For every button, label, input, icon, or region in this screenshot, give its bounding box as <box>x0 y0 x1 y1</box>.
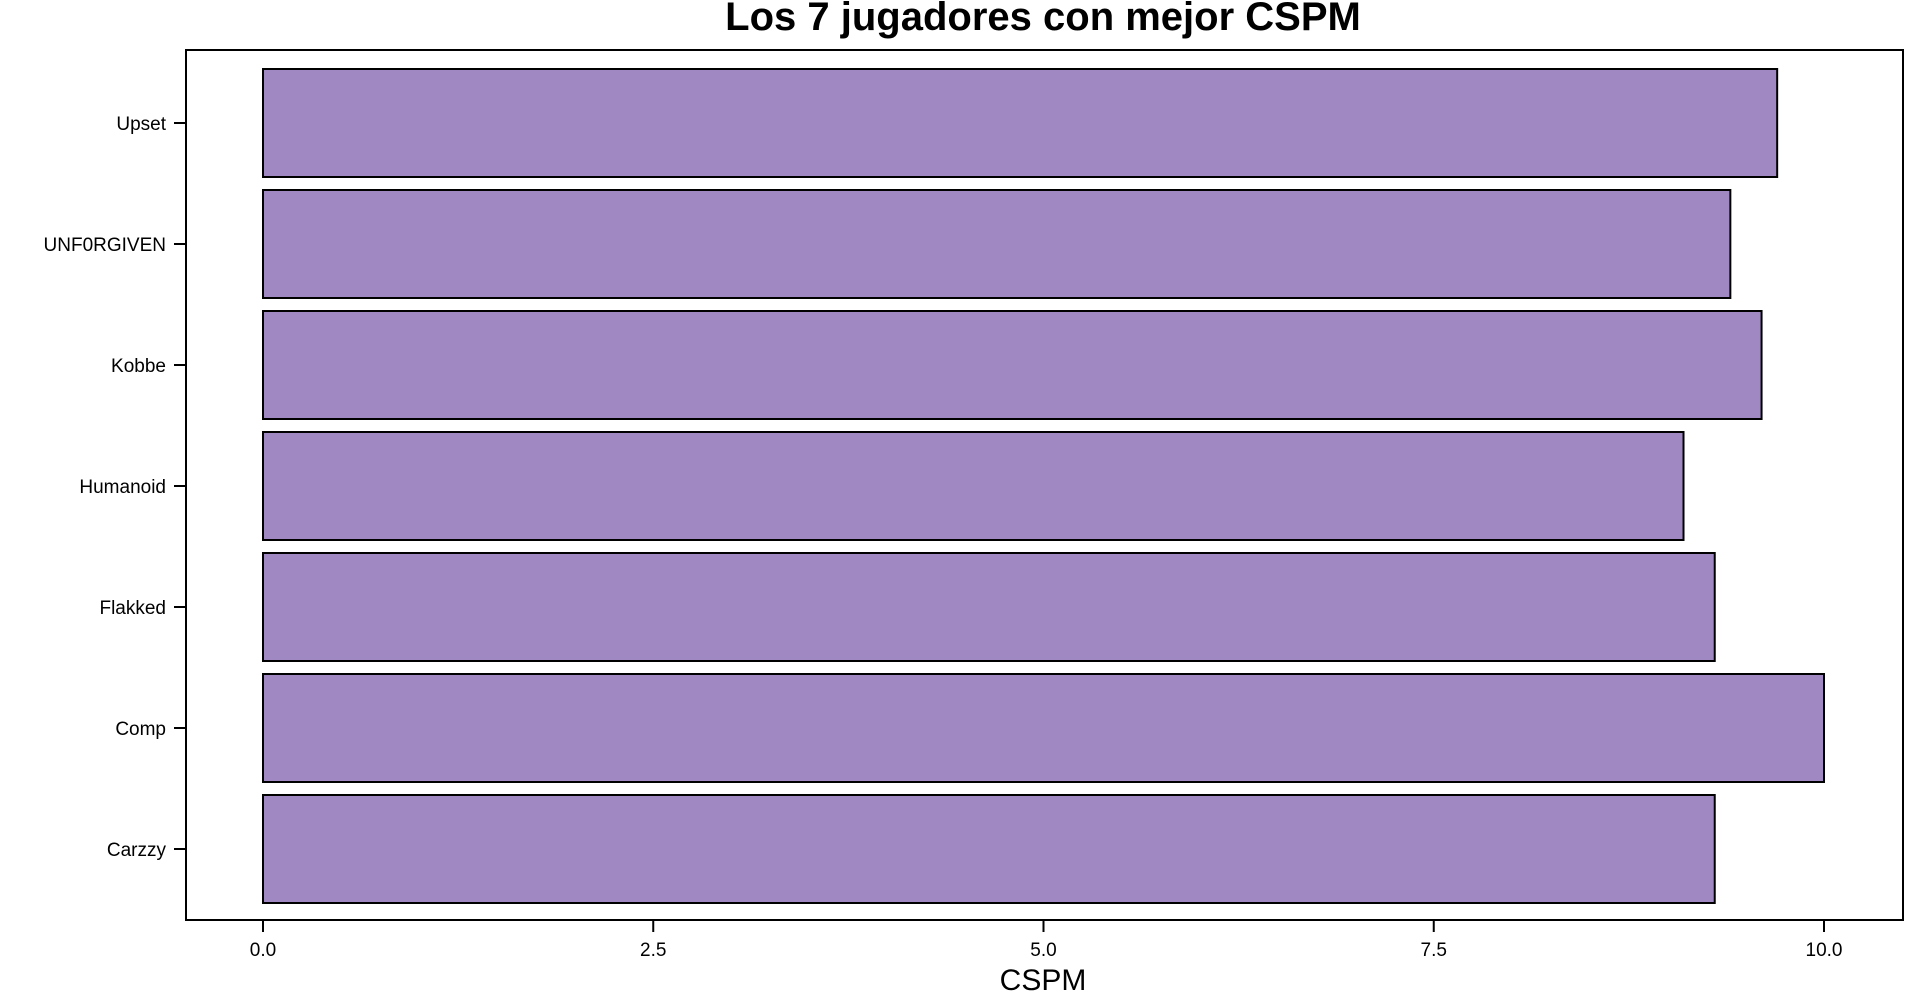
x-tick-label: 10.0 <box>1806 940 1843 961</box>
x-axis: 0.0 2.5 5.0 7.5 10.0 <box>250 920 1843 961</box>
x-tick-label: 5.0 <box>1030 940 1056 961</box>
y-tick-label: UNF0RGIVEN <box>44 235 166 256</box>
bar-carzzy <box>262 794 1716 904</box>
x-tick-label: 2.5 <box>640 940 666 961</box>
bar-humanoid <box>262 431 1685 541</box>
bar-unf0rgiven <box>262 189 1732 299</box>
y-tick-label: Comp <box>115 719 166 740</box>
x-tick-label: 0.0 <box>250 940 276 961</box>
y-tick-label: Upset <box>116 114 166 135</box>
bar-kobbe <box>262 310 1763 420</box>
bar-upset <box>262 68 1779 178</box>
x-axis-title: CSPM <box>1000 964 1087 997</box>
y-axis: Upset UNF0RGIVEN Kobbe Humanoid Flakked Comp C… <box>44 114 186 861</box>
y-tick-label: Flakked <box>99 598 166 619</box>
y-tick-label: Kobbe <box>111 356 166 377</box>
y-tick-label: Humanoid <box>79 477 166 498</box>
x-tick-label: 7.5 <box>1421 940 1447 961</box>
bars-group <box>262 68 1825 904</box>
bar-comp <box>262 673 1825 783</box>
y-tick-label: Carzzy <box>107 840 167 861</box>
chart-title: Los 7 jugadores con mejor CSPM <box>725 0 1361 39</box>
bar-flakked <box>262 552 1716 662</box>
